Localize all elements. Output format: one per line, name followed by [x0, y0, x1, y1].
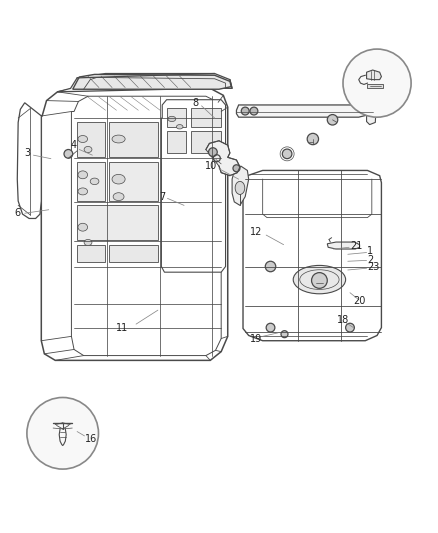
- Text: 3: 3: [25, 148, 31, 158]
- Polygon shape: [57, 74, 232, 92]
- Circle shape: [265, 261, 276, 272]
- Ellipse shape: [112, 135, 125, 143]
- Circle shape: [327, 115, 338, 125]
- Ellipse shape: [78, 171, 88, 179]
- Polygon shape: [109, 161, 158, 201]
- Circle shape: [233, 165, 240, 172]
- Text: 12: 12: [251, 227, 263, 237]
- Text: 8: 8: [193, 98, 199, 108]
- Circle shape: [208, 148, 217, 157]
- Circle shape: [346, 323, 354, 332]
- Ellipse shape: [78, 135, 88, 142]
- Text: 21: 21: [350, 240, 362, 251]
- Polygon shape: [191, 108, 221, 127]
- Ellipse shape: [84, 239, 92, 246]
- Text: 2: 2: [367, 255, 374, 264]
- Polygon shape: [327, 242, 360, 249]
- Text: 20: 20: [353, 296, 366, 306]
- Text: 18: 18: [337, 315, 349, 325]
- Circle shape: [343, 49, 411, 117]
- Text: 4: 4: [71, 140, 77, 150]
- Polygon shape: [77, 205, 158, 240]
- Circle shape: [283, 149, 292, 159]
- Text: 11: 11: [117, 322, 129, 333]
- Polygon shape: [191, 131, 221, 153]
- Polygon shape: [17, 103, 41, 219]
- Polygon shape: [166, 131, 186, 153]
- Ellipse shape: [168, 135, 179, 143]
- Circle shape: [27, 398, 99, 469]
- Circle shape: [266, 323, 275, 332]
- Polygon shape: [73, 75, 231, 89]
- Polygon shape: [243, 171, 381, 341]
- Text: 23: 23: [367, 262, 380, 272]
- Circle shape: [241, 107, 249, 115]
- Text: 19: 19: [250, 334, 262, 344]
- Text: 7: 7: [159, 192, 165, 201]
- Ellipse shape: [166, 174, 180, 184]
- Ellipse shape: [235, 181, 245, 195]
- Polygon shape: [161, 245, 210, 262]
- Circle shape: [250, 107, 258, 115]
- Polygon shape: [161, 100, 226, 272]
- Polygon shape: [367, 84, 383, 88]
- Circle shape: [311, 272, 327, 288]
- Text: 1: 1: [367, 246, 374, 256]
- Ellipse shape: [84, 147, 92, 152]
- Polygon shape: [237, 105, 373, 117]
- Polygon shape: [367, 70, 381, 79]
- Polygon shape: [109, 245, 158, 262]
- Polygon shape: [367, 103, 376, 125]
- Ellipse shape: [177, 125, 183, 129]
- Polygon shape: [206, 141, 240, 176]
- Polygon shape: [109, 123, 158, 157]
- Circle shape: [64, 149, 73, 158]
- Ellipse shape: [78, 223, 88, 231]
- Ellipse shape: [90, 178, 99, 184]
- Polygon shape: [41, 88, 228, 360]
- Polygon shape: [232, 166, 249, 205]
- Text: 16: 16: [85, 434, 97, 444]
- Polygon shape: [77, 245, 106, 262]
- Ellipse shape: [293, 265, 346, 294]
- Polygon shape: [161, 205, 210, 240]
- Circle shape: [281, 330, 288, 338]
- Polygon shape: [161, 161, 210, 201]
- Ellipse shape: [112, 174, 125, 184]
- Circle shape: [307, 133, 318, 144]
- Polygon shape: [166, 108, 186, 127]
- Text: 6: 6: [14, 208, 21, 218]
- Ellipse shape: [113, 193, 124, 200]
- Ellipse shape: [78, 188, 88, 195]
- Polygon shape: [77, 123, 106, 157]
- Polygon shape: [77, 161, 106, 201]
- Polygon shape: [161, 123, 210, 157]
- Text: 10: 10: [205, 161, 217, 171]
- Ellipse shape: [168, 116, 176, 122]
